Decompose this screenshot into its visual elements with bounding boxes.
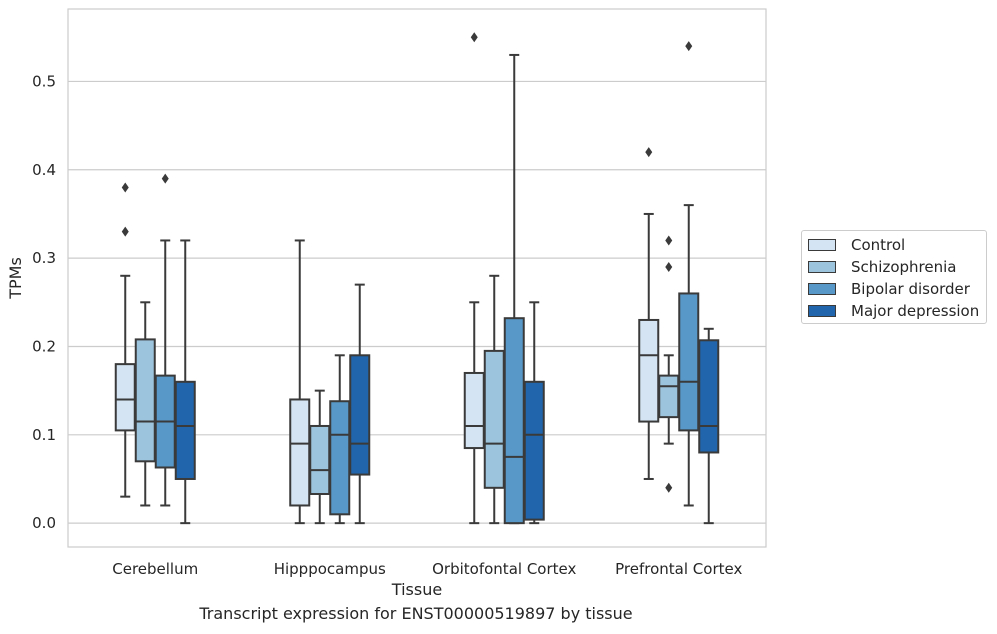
box-control-prefrontal-cortex: [638, 147, 660, 480]
outlier-point: [665, 235, 673, 246]
y-tick-label: 0.2: [32, 337, 56, 355]
box-iqr: [114, 363, 136, 432]
x-tick-label-cerebellum: Cerebellum: [112, 560, 198, 578]
box-iqr: [349, 354, 371, 476]
box-iqr: [289, 398, 311, 507]
box-bipolar-disorder-cerebellum: [154, 173, 176, 507]
box-bipolar-disorder-prefrontal-cortex: [678, 41, 700, 507]
box-iqr: [503, 317, 525, 525]
box-iqr: [309, 424, 331, 495]
box-control-hipppocampus: [289, 239, 311, 525]
box-iqr: [483, 349, 505, 489]
box-major-depression-cerebellum: [174, 239, 196, 525]
box-iqr: [134, 338, 156, 463]
boxes: [114, 32, 720, 525]
box-bipolar-disorder-orbitofontal-cortex: [503, 53, 525, 525]
box-iqr: [463, 371, 485, 450]
box-iqr: [658, 374, 680, 419]
box-schizophrenia-orbitofontal-cortex: [483, 274, 505, 525]
legend-swatch-schizophrenia: [808, 261, 836, 273]
outlier-point: [665, 261, 673, 272]
legend-label-control: Control: [851, 236, 906, 254]
y-tick-label: 0.1: [32, 426, 56, 444]
x-tick-label-orbitofontal-cortex: Orbitofontal Cortex: [432, 560, 576, 578]
box-bipolar-disorder-hipppocampus: [329, 354, 351, 525]
legend-label-bipolar-disorder: Bipolar disorder: [851, 280, 970, 298]
legend-label-schizophrenia: Schizophrenia: [851, 258, 957, 276]
outlier-point: [470, 32, 478, 43]
outlier-point: [645, 147, 653, 158]
x-tick-labels: Cerebellum Hipppocampus Orbitofontal Corte…: [112, 560, 742, 578]
box-major-depression-orbitofontal-cortex: [523, 301, 545, 525]
legend-swatch-control: [808, 239, 836, 251]
outlier-point: [121, 182, 129, 193]
box-control-orbitofontal-cortex: [463, 32, 485, 525]
box-iqr: [523, 380, 545, 521]
box-schizophrenia-cerebellum: [134, 301, 156, 507]
box-schizophrenia-hipppocampus: [309, 389, 331, 525]
chart-caption: Transcript expression for ENST0000051989…: [199, 604, 633, 623]
legend-item-control: Control: [808, 235, 905, 255]
legend-item-schizophrenia: Schizophrenia: [808, 257, 956, 277]
outlier-point: [121, 226, 129, 237]
y-tick-label: 0.4: [32, 161, 56, 179]
box-iqr: [698, 339, 720, 454]
legend-item-major-depression: Major depression: [808, 301, 979, 321]
legend-label-major-depression: Major depression: [851, 302, 980, 320]
legend-swatch-bipolar-disorder: [808, 283, 836, 295]
box-major-depression-prefrontal-cortex: [698, 327, 720, 525]
x-tick-label-prefrontal-cortex: Prefrontal Cortex: [615, 560, 742, 578]
y-tick-label: 0.3: [32, 249, 56, 267]
box-iqr: [678, 292, 700, 432]
plot-area-frame: [67, 8, 767, 548]
box-iqr: [329, 400, 351, 516]
outlier-point: [665, 482, 673, 493]
box-schizophrenia-prefrontal-cortex: [658, 235, 680, 493]
box-iqr: [174, 380, 196, 480]
y-axis-label: TPMs: [6, 257, 25, 300]
y-tick-label: 0.0: [32, 514, 56, 532]
box-major-depression-hipppocampus: [349, 283, 371, 525]
y-tick-labels: 0.0 0.1 0.2 0.3 0.4 0.5: [32, 72, 56, 532]
x-tick-label-hipppocampus: Hipppocampus: [274, 560, 386, 578]
legend-swatch-major-depression: [808, 305, 836, 317]
legend: Control Schizophrenia Bipolar disorder M…: [801, 230, 987, 324]
box-iqr: [638, 318, 660, 423]
outlier-point: [685, 41, 693, 52]
legend-item-bipolar-disorder: Bipolar disorder: [808, 279, 970, 299]
box-control-cerebellum: [114, 182, 136, 498]
y-tick-label: 0.5: [32, 72, 56, 90]
outlier-point: [161, 173, 169, 184]
x-axis-label: Tissue: [391, 580, 442, 599]
